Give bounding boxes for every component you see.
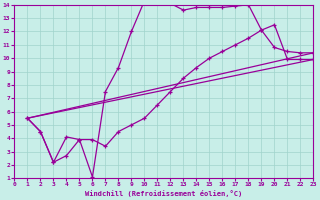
X-axis label: Windchill (Refroidissement éolien,°C): Windchill (Refroidissement éolien,°C) (85, 190, 243, 197)
